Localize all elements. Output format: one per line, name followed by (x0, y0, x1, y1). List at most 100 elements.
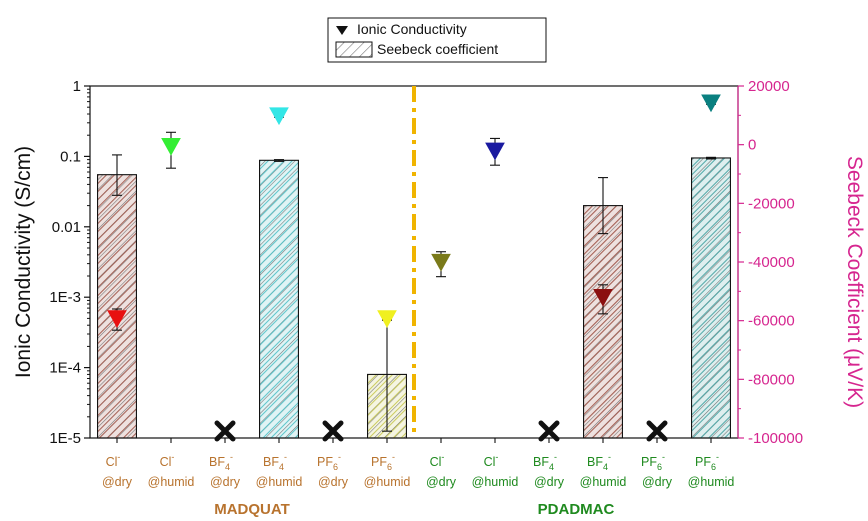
right-axis-tick-label: -100000 (748, 430, 803, 447)
conductivity-marker (377, 310, 397, 328)
hatch-line (97, 368, 137, 409)
seebeck-right-marker (431, 253, 451, 272)
hatch-line (583, 247, 623, 288)
not-measured-cross (538, 420, 560, 442)
group-label: PDADMAC (538, 501, 615, 518)
hatch-line (691, 255, 731, 296)
hatch-line (97, 360, 137, 401)
hatch-line (278, 417, 299, 439)
hatch-line (259, 281, 299, 323)
hatch-line (691, 183, 731, 224)
hatch-line (583, 303, 623, 344)
hatch-line (691, 239, 731, 280)
right-axis-tick-label: 0 (748, 137, 756, 154)
hatch-line (97, 192, 137, 233)
hatch-line (259, 160, 270, 171)
category-label-ion: PF6- (641, 452, 665, 472)
hatch-line (294, 433, 299, 439)
hatch-line (312, 186, 564, 438)
category-label-ion: Cl- (430, 452, 445, 469)
hatch-line (259, 369, 299, 411)
plot-layer: 1E-5 1E-4 1E-3 0.01 0.1 1 20000 0 -20000 -40000 -6… (12, 17, 866, 518)
hatch-line (691, 157, 702, 168)
hatch-line (691, 319, 731, 360)
hatch-line (409, 354, 493, 438)
hatch-line (691, 191, 731, 232)
hatch-line (259, 185, 299, 227)
not-measured-cross (646, 420, 668, 442)
hatch-line (97, 384, 137, 425)
hatch-line (583, 263, 623, 304)
hatch-line (97, 174, 132, 209)
right-axis-label: Seebeck Coefficient (μV/K) (843, 156, 866, 408)
hatch-line (691, 157, 694, 160)
hatch-line (97, 184, 137, 225)
category-label-condition: @dry (318, 475, 349, 489)
hatch-line (417, 354, 501, 438)
hatch-line (303, 140, 601, 438)
legend: Ionic Conductivity Seebeck coefficient (327, 17, 547, 63)
hatch-line (97, 288, 137, 329)
category-label-ion: BF4- (533, 452, 557, 472)
hatch-line (607, 423, 623, 438)
hatch-line (259, 160, 294, 195)
hatch-line (583, 223, 623, 264)
group-label: MADQUAT (214, 501, 290, 518)
hatch-line (583, 359, 623, 400)
hatch-line (691, 311, 731, 352)
category-label-condition: @humid (688, 475, 735, 489)
left-axis-tick-label: 1E-5 (49, 430, 81, 447)
hatch-line (397, 138, 697, 438)
hatch-line (583, 271, 623, 312)
seebeck-bar-hatch (583, 205, 623, 438)
hatch-line (583, 343, 623, 384)
hatch-line (691, 359, 731, 400)
hatch-line (97, 296, 137, 337)
category-label-ion: BF4- (263, 452, 287, 472)
category-label-ion: PF6- (695, 452, 719, 472)
hatch-line (259, 345, 299, 387)
hatch-line (367, 374, 402, 409)
hatch-line (405, 138, 705, 438)
hatch-line (259, 160, 262, 163)
hatch-line (97, 272, 137, 313)
hatch-line (691, 207, 731, 248)
conductivity-marker (269, 107, 289, 126)
seebeck-bar (367, 319, 501, 439)
hatch-line (320, 186, 572, 438)
category-label-ion: Cl- (484, 452, 499, 469)
legend-triangle-icon (336, 26, 348, 35)
category-label-condition: @dry (426, 475, 457, 489)
category-label-condition: @dry (210, 475, 241, 489)
hatch-line (583, 391, 623, 432)
legend-hatch-icon (335, 41, 373, 58)
hatch-line (259, 257, 299, 299)
hatch-line (691, 303, 731, 344)
hatch-line (106, 408, 137, 438)
hatch-line (583, 255, 623, 296)
hatch-line (97, 176, 137, 217)
hatch-line (311, 140, 609, 438)
hatch-line (286, 425, 299, 439)
hatch-line (259, 329, 299, 371)
conductivity-marker (701, 94, 721, 113)
right-axis-tick-label: -80000 (748, 371, 795, 388)
hatch-line (367, 383, 407, 425)
hatch-line (583, 375, 623, 416)
hatch-line (262, 401, 299, 439)
hatch-line (691, 199, 731, 240)
category-label-condition: @humid (148, 475, 195, 489)
hatch-line (583, 231, 623, 272)
hatch-line (259, 353, 299, 395)
right-axis-tick-label: -60000 (748, 313, 795, 330)
hatch-line (583, 205, 610, 232)
category-label-condition: @dry (642, 475, 673, 489)
hatch-line (97, 352, 137, 393)
hatch-line (389, 138, 689, 438)
hatch-line (691, 335, 731, 376)
hatch-line (367, 374, 394, 401)
hatch-line (259, 241, 299, 283)
right-axis-tick-label: -20000 (748, 195, 795, 212)
conductivity-marker (107, 310, 127, 328)
